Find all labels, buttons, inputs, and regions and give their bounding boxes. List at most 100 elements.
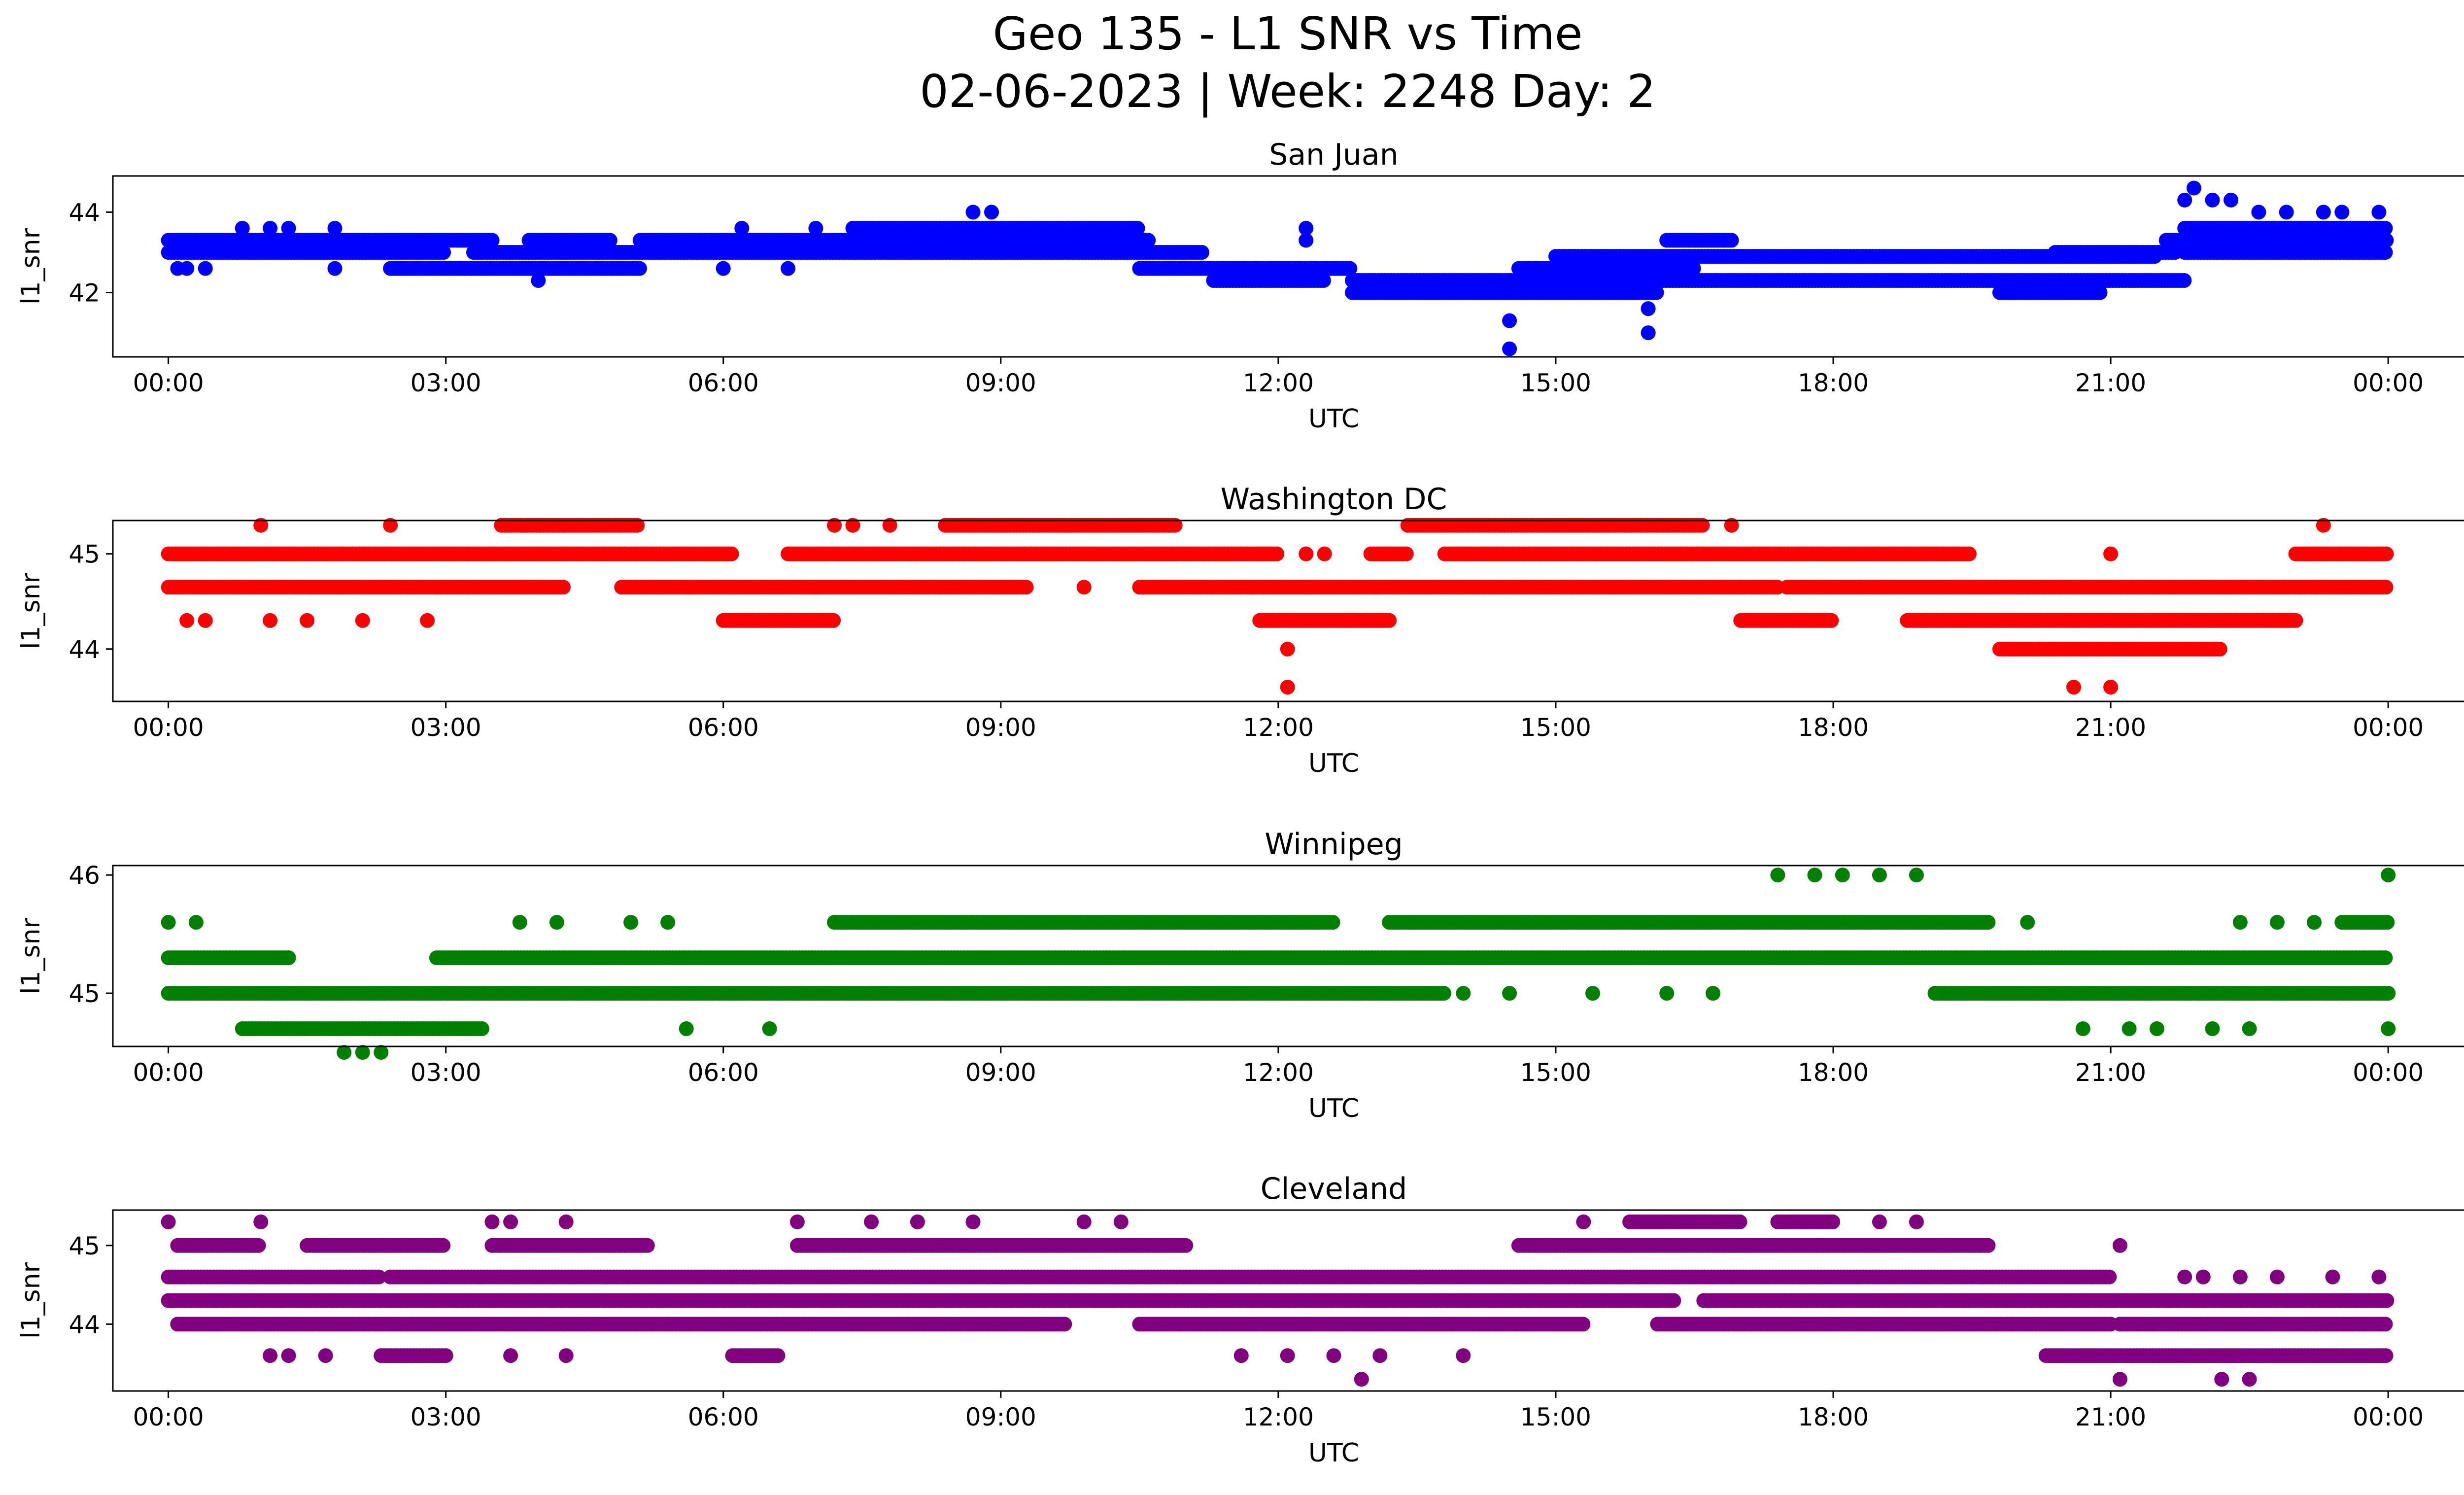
x-tick-label: 15:00 bbox=[1520, 713, 1591, 742]
data-point bbox=[198, 261, 213, 276]
data-point bbox=[734, 221, 750, 236]
data-point bbox=[1502, 313, 1517, 328]
data-point bbox=[2103, 680, 2119, 695]
data-point bbox=[198, 613, 213, 628]
x-tick-label: 06:00 bbox=[688, 369, 759, 397]
data-point bbox=[1195, 245, 1209, 260]
data-point bbox=[965, 205, 981, 220]
data-point bbox=[2147, 249, 2162, 264]
data-point bbox=[1325, 915, 1340, 930]
x-tick-label: 15:00 bbox=[1520, 369, 1591, 397]
data-point bbox=[1649, 285, 1664, 300]
subplot-title: Winnipeg bbox=[1265, 827, 1403, 862]
data-point bbox=[420, 613, 435, 628]
figure-title: Geo 135 - L1 SNR vs Time bbox=[993, 7, 1583, 60]
data-point bbox=[1342, 261, 1358, 276]
x-tick-label: 21:00 bbox=[2075, 369, 2146, 397]
x-tick-label: 09:00 bbox=[965, 369, 1036, 397]
data-point bbox=[602, 233, 617, 248]
subplot-title: Washington DC bbox=[1221, 482, 1447, 517]
x-tick-label: 00:00 bbox=[133, 713, 204, 742]
y-tick-label: 44 bbox=[68, 198, 100, 227]
data-point bbox=[2378, 221, 2393, 236]
data-points bbox=[161, 180, 2394, 356]
x-axis-label: UTC bbox=[1308, 749, 1359, 778]
data-point bbox=[2251, 205, 2266, 220]
x-tick-label: 00:00 bbox=[133, 369, 204, 397]
y-tick-label: 42 bbox=[68, 279, 100, 308]
data-point bbox=[1382, 613, 1397, 628]
y-tick-label: 44 bbox=[68, 635, 100, 664]
figure-subtitle: 02-06-2023 | Week: 2248 Day: 2 bbox=[920, 65, 1656, 118]
x-tick-label: 09:00 bbox=[965, 713, 1036, 742]
x-tick-label: 00:00 bbox=[2353, 713, 2424, 742]
data-point bbox=[355, 613, 370, 628]
data-point bbox=[1641, 301, 1656, 316]
data-point bbox=[2288, 613, 2303, 628]
subplot-0: San Juan 00:00 03:00 06:00 09:00 12:00 15:00 18… bbox=[16, 138, 2464, 434]
data-point bbox=[984, 205, 999, 220]
data-point bbox=[2379, 546, 2394, 561]
data-point bbox=[1076, 580, 1092, 595]
data-point bbox=[724, 546, 739, 561]
y-tick-label: 45 bbox=[68, 540, 100, 569]
data-point bbox=[1641, 325, 1656, 341]
data-point bbox=[1502, 341, 1517, 356]
data-point bbox=[263, 221, 278, 236]
data-point bbox=[281, 221, 296, 236]
x-tick-label: 18:00 bbox=[1798, 369, 1869, 397]
data-point bbox=[2316, 205, 2331, 220]
x-tick-label: 12:00 bbox=[1243, 713, 1314, 742]
data-point bbox=[2177, 273, 2192, 288]
data-point bbox=[263, 613, 278, 628]
data-point bbox=[1141, 233, 1156, 248]
subplots: San Juan 00:00 03:00 06:00 09:00 12:00 15:00 18… bbox=[16, 138, 2464, 1468]
data-point bbox=[2066, 680, 2081, 695]
data-point bbox=[556, 580, 571, 595]
data-point bbox=[1299, 546, 1314, 561]
data-point bbox=[2378, 245, 2393, 260]
data-point bbox=[1280, 641, 1295, 657]
data-point bbox=[1686, 261, 1701, 276]
data-point bbox=[632, 261, 647, 276]
data-point bbox=[2224, 192, 2239, 208]
data-point bbox=[1269, 546, 1285, 561]
x-axis-label: UTC bbox=[1308, 404, 1359, 434]
data-point bbox=[1824, 613, 1839, 628]
data-point bbox=[1399, 546, 1414, 561]
data-point bbox=[1019, 580, 1034, 595]
data-point bbox=[2334, 205, 2350, 220]
x-tick-label: 21:00 bbox=[2075, 713, 2146, 742]
data-point bbox=[179, 261, 195, 276]
data-point bbox=[826, 613, 841, 628]
data-point bbox=[2378, 950, 2393, 966]
y-axis-label: l1_snr bbox=[16, 228, 46, 305]
data-point bbox=[327, 261, 342, 276]
x-tick-label: 03:00 bbox=[411, 369, 481, 397]
data-point bbox=[2177, 192, 2192, 208]
x-tick-label: 12:00 bbox=[1243, 369, 1314, 397]
data-point bbox=[1130, 221, 1145, 236]
data-point bbox=[2379, 233, 2394, 248]
data-point bbox=[808, 221, 823, 236]
data-point bbox=[1724, 233, 1739, 248]
data-point bbox=[484, 233, 500, 248]
data-point bbox=[1436, 986, 1451, 1001]
data-point bbox=[474, 1021, 489, 1036]
data-point bbox=[1280, 680, 1295, 695]
subplot-title: San Juan bbox=[1269, 138, 1398, 172]
data-point bbox=[235, 221, 250, 236]
data-point bbox=[2212, 641, 2227, 657]
data-point bbox=[1317, 546, 1332, 561]
data-point bbox=[179, 613, 195, 628]
data-point bbox=[2205, 192, 2220, 208]
data-point bbox=[2187, 180, 2201, 196]
data-point bbox=[327, 221, 342, 236]
x-tick-label: 03:00 bbox=[411, 713, 481, 742]
data-point bbox=[436, 245, 451, 260]
data-point bbox=[2092, 285, 2108, 300]
data-point bbox=[2378, 580, 2394, 595]
data-point bbox=[531, 273, 546, 288]
data-point bbox=[2371, 205, 2387, 220]
